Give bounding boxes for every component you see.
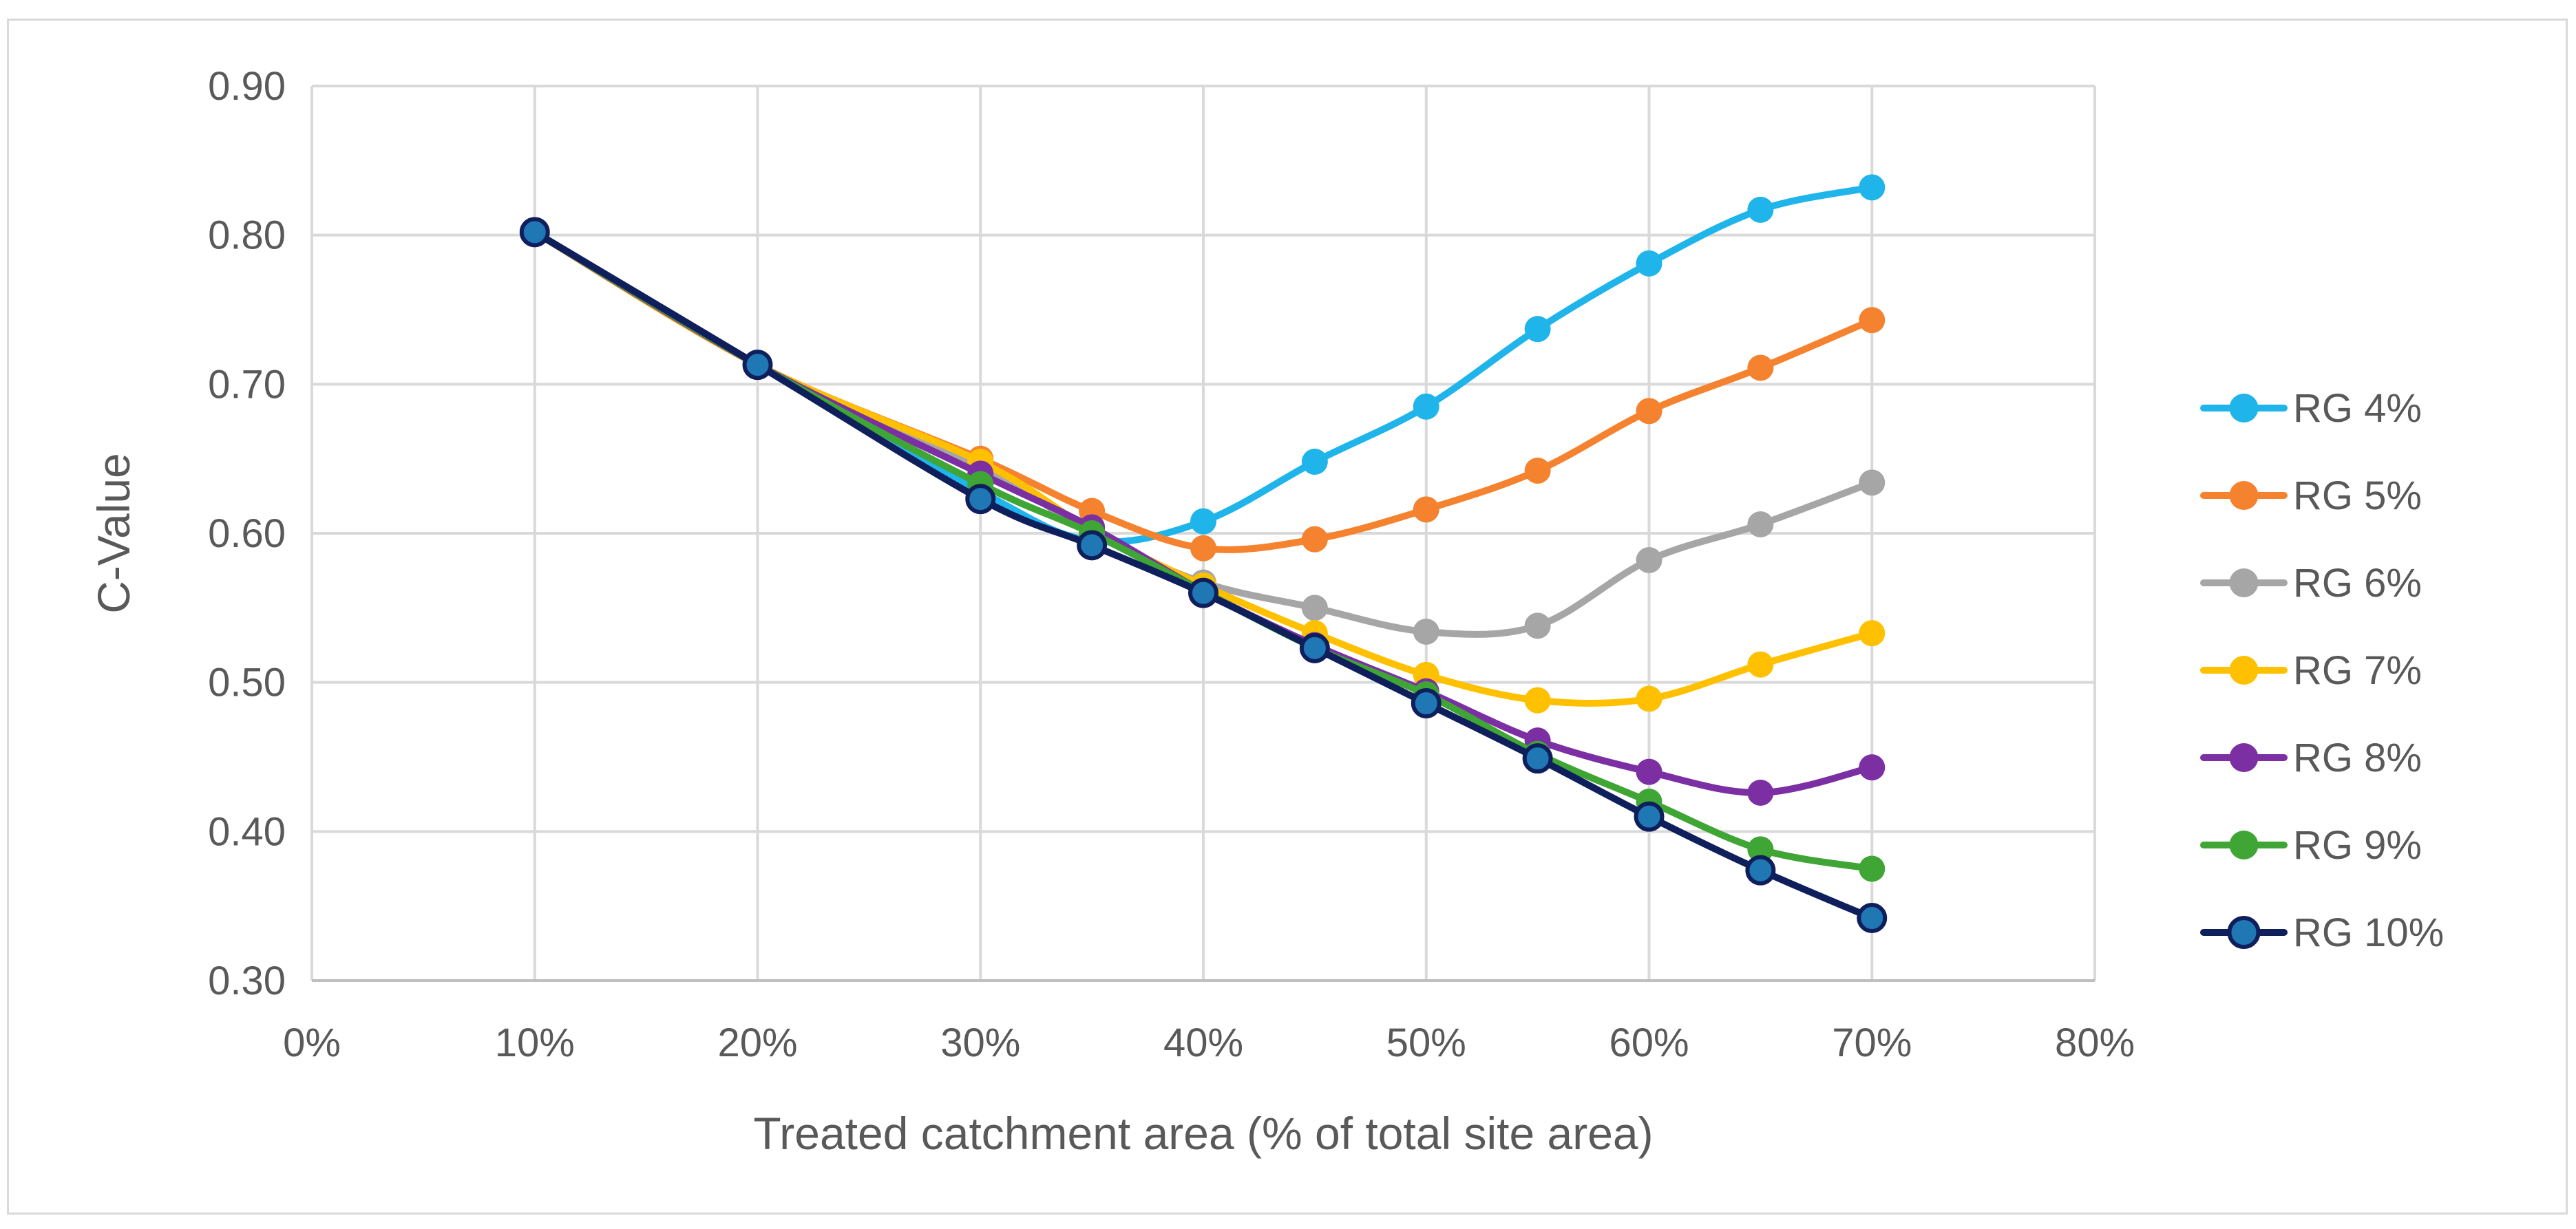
y-tick-label: 0.90 xyxy=(208,64,286,109)
data-point xyxy=(1190,535,1216,562)
y-tick-label: 0.70 xyxy=(208,362,286,407)
data-point xyxy=(1747,780,1774,806)
data-point xyxy=(1747,836,1774,863)
data-point xyxy=(1859,174,1886,201)
legend-marker xyxy=(2229,831,2259,859)
legend-marker xyxy=(2229,481,2259,510)
x-tick-label: 40% xyxy=(1163,1020,1243,1065)
data-point xyxy=(1524,612,1551,639)
legend-label: RG 6% xyxy=(2293,561,2422,606)
y-axis-title: C-Value xyxy=(88,453,139,614)
x-tick-label: 0% xyxy=(283,1020,341,1065)
data-point xyxy=(1857,903,1888,933)
data-point xyxy=(1301,595,1328,621)
grid-lines xyxy=(312,85,2096,981)
data-point xyxy=(1413,619,1439,645)
data-point xyxy=(1747,354,1774,381)
legend-label: RG 4% xyxy=(2293,386,2422,431)
legend-marker xyxy=(2227,916,2261,949)
data-point xyxy=(1636,758,1662,785)
x-tick-label: 10% xyxy=(495,1020,575,1065)
legend-marker xyxy=(2229,743,2259,772)
data-point xyxy=(1190,508,1216,535)
y-tick-label: 0.40 xyxy=(208,809,286,854)
data-point xyxy=(1636,547,1662,573)
legend-label: RG 9% xyxy=(2293,823,2422,868)
data-point xyxy=(1747,196,1774,223)
y-tick-label: 0.50 xyxy=(208,661,286,705)
data-point xyxy=(1077,530,1108,561)
series-lines xyxy=(519,174,1888,933)
data-point xyxy=(519,217,550,248)
data-point xyxy=(1411,688,1442,718)
x-tick-label: 70% xyxy=(1832,1020,1912,1065)
data-point xyxy=(1524,458,1551,484)
data-point xyxy=(1859,469,1886,496)
x-axis-title: Treated catchment area (% of total site … xyxy=(753,1108,1653,1159)
data-point xyxy=(1747,511,1774,537)
series-line-rg-10 xyxy=(531,228,1876,921)
x-tick-label: 50% xyxy=(1386,1020,1466,1065)
x-tick-label: 80% xyxy=(2055,1020,2135,1065)
axes: 0.90 0.80 0.70 0.60 0.50 0.40 0.30 0% 10% 20% 30% 4… xyxy=(208,64,2135,1065)
data-point xyxy=(1301,526,1328,553)
data-point xyxy=(1636,685,1662,712)
data-point xyxy=(965,484,996,515)
legend-label: RG 5% xyxy=(2293,473,2422,518)
data-point xyxy=(742,350,773,381)
data-point xyxy=(1188,577,1218,608)
data-point xyxy=(1859,855,1886,882)
data-point xyxy=(1636,250,1662,277)
legend: RG 4% RG 5% RG 6% RG 7% RG 8% RG 9% RG 10% xyxy=(2200,386,2444,955)
y-tick-label: 0.30 xyxy=(208,959,286,1003)
data-point xyxy=(1745,855,1776,886)
data-point xyxy=(1524,687,1551,714)
y-tick-label: 0.60 xyxy=(208,511,286,556)
legend-marker xyxy=(2229,656,2259,685)
data-point xyxy=(1413,393,1439,420)
chart-frame: 0.90 0.80 0.70 0.60 0.50 0.40 0.30 0% 10% 20% 30% 4… xyxy=(7,19,2568,1215)
data-point xyxy=(1636,398,1662,425)
legend-item-rg-7: RG 7% xyxy=(2200,648,2422,693)
data-point xyxy=(1524,316,1551,343)
legend-label: RG 8% xyxy=(2293,736,2422,780)
legend-marker xyxy=(2229,568,2259,597)
data-point xyxy=(1299,632,1330,663)
legend-item-rg-9: RG 9% xyxy=(2200,823,2422,868)
y-tick-label: 0.80 xyxy=(208,213,286,258)
data-point xyxy=(1859,307,1886,334)
data-point xyxy=(1747,651,1774,678)
x-tick-label: 60% xyxy=(1609,1020,1689,1065)
line-chart: 0.90 0.80 0.70 0.60 0.50 0.40 0.30 0% 10% 20% 30% 4… xyxy=(88,64,2444,1159)
data-point xyxy=(1634,801,1665,832)
legend-label: RG 7% xyxy=(2293,648,2422,693)
legend-item-rg-10: RG 10% xyxy=(2200,910,2444,955)
legend-label: RG 10% xyxy=(2293,910,2444,955)
data-point xyxy=(1301,449,1328,475)
legend-item-rg-6: RG 6% xyxy=(2200,561,2422,606)
series-rg-10 xyxy=(519,217,1888,933)
data-point xyxy=(1522,743,1553,774)
legend-item-rg-5: RG 5% xyxy=(2200,473,2422,518)
legend-item-rg-8: RG 8% xyxy=(2200,736,2422,780)
data-point xyxy=(1859,754,1886,781)
legend-marker xyxy=(2229,394,2259,423)
data-point xyxy=(1859,620,1886,647)
legend-item-rg-4: RG 4% xyxy=(2200,386,2422,431)
x-tick-label: 20% xyxy=(717,1020,797,1065)
x-tick-label: 30% xyxy=(940,1020,1020,1065)
data-point xyxy=(1413,496,1439,523)
